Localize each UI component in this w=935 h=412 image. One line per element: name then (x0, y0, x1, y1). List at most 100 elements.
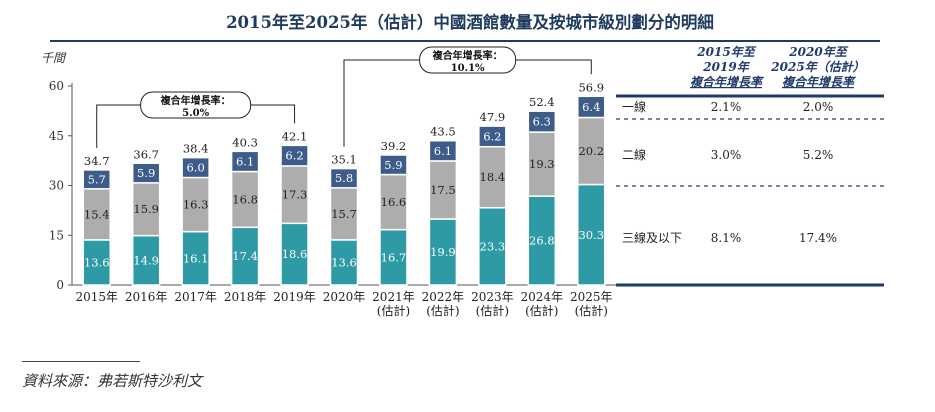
bar-segment (131, 162, 161, 184)
cagr-header: 2025年（估計） (770, 60, 864, 74)
x-tick-label: (估計) (476, 303, 509, 318)
callout-bracket (96, 104, 141, 148)
bar-value-label: 15.7 (331, 207, 357, 221)
bar-value-label: 26.8 (529, 234, 555, 248)
bar-value-label: 15.4 (84, 207, 110, 221)
y-axis-unit: 千間 (41, 51, 67, 65)
bar-value-label: 16.3 (183, 198, 209, 212)
bar-segment (280, 222, 309, 286)
bar-total-label: 38.4 (183, 142, 209, 156)
bar-segment (181, 176, 210, 233)
x-tick-label: 2016年 (125, 290, 168, 304)
bar-value-label: 6.1 (434, 144, 452, 158)
x-tick-label: 2024年 (521, 290, 564, 304)
bar-segment (131, 234, 161, 286)
callout-bracket (515, 59, 592, 75)
bar-segment (527, 110, 557, 133)
bar-segment (527, 195, 557, 286)
bar-value-label: 18.6 (282, 247, 308, 261)
bar-segment (379, 228, 408, 286)
x-tick-label: 2017年 (174, 290, 217, 304)
bar-total-label: 36.7 (133, 147, 159, 161)
y-tick-label: 0 (56, 278, 64, 292)
bar-total-label: 39.2 (381, 139, 407, 153)
y-tick-label: 60 (49, 79, 64, 93)
x-tick-label: (估計) (377, 303, 410, 318)
bar-value-label: 23.3 (480, 239, 506, 253)
bar-segment (577, 95, 606, 119)
bar-segment (181, 230, 210, 286)
bar-total-label: 40.3 (232, 135, 258, 149)
bar-segment (82, 169, 111, 190)
bar-value-label: 17.3 (282, 188, 308, 202)
bar-value-label: 13.6 (331, 255, 357, 269)
x-tick-label: (估計) (426, 303, 459, 318)
x-tick-label: 2019年 (273, 290, 316, 304)
x-tick-label: (估計) (575, 303, 608, 318)
bar-segment (577, 116, 606, 186)
bar-value-label: 14.9 (133, 253, 159, 267)
cagr-header: 2019年 (702, 60, 750, 74)
bar-segment (428, 160, 458, 220)
bar-value-label: 5.7 (88, 172, 106, 186)
bar-value-label: 13.6 (84, 255, 110, 269)
callout-bracket (343, 59, 420, 147)
x-tick-label: 2018年 (224, 290, 267, 304)
bar-total-label: 35.1 (331, 153, 357, 167)
x-tick-label: 2021年 (372, 290, 415, 304)
bar-segment (280, 165, 309, 225)
bar-segment (478, 125, 507, 148)
bar-value-label: 5.8 (335, 171, 353, 185)
y-tick-label: 15 (49, 228, 64, 242)
bar-value-label: 6.2 (285, 149, 303, 163)
x-tick-label: 2015年 (75, 290, 118, 304)
callout-value: 5.0% (182, 108, 209, 119)
bar-segment (230, 150, 260, 173)
cagr-tier-label: 二線 (622, 147, 646, 162)
cagr-tier-label: 一線 (622, 99, 646, 114)
bar-value-label: 6.2 (483, 129, 501, 143)
bar-value-label: 17.5 (430, 183, 456, 197)
cagr-header: 複合年增長率 (690, 75, 764, 89)
callout-box (419, 46, 517, 74)
bar-segment (82, 188, 111, 241)
bar-total-label: 34.7 (84, 154, 110, 168)
bar-value-label: 6.1 (236, 154, 254, 168)
bar-value-label: 5.9 (137, 166, 155, 180)
bar-total-label: 52.4 (529, 95, 555, 109)
callout-value: 10.1% (451, 63, 485, 74)
y-tick-label: 45 (49, 129, 64, 143)
bar-segment (82, 239, 111, 286)
bar-segment (379, 173, 408, 231)
bar-total-label: 43.5 (430, 125, 456, 139)
bar-total-label: 42.1 (282, 129, 308, 143)
bar-value-label: 17.4 (232, 249, 258, 263)
cagr-value: 2.0% (803, 100, 834, 114)
bar-segment (131, 182, 161, 237)
cagr-value: 8.1% (711, 231, 742, 245)
bar-value-label: 30.3 (578, 228, 604, 242)
cagr-value: 5.2% (803, 148, 834, 162)
source-divider (22, 361, 140, 362)
x-tick-label: 2020年 (323, 290, 366, 304)
bar-value-label: 16.8 (232, 192, 258, 206)
bar-segment (230, 170, 260, 229)
bar-segment (478, 206, 507, 286)
cagr-value: 17.4% (799, 231, 837, 245)
bar-value-label: 16.1 (183, 251, 209, 265)
chart-title: 2015年至2025年（估計）中國酒館數量及按城市級別劃分的明細 (226, 12, 714, 32)
callout-label: 複合年增長率： (160, 94, 231, 107)
bar-value-label: 20.2 (578, 144, 604, 158)
x-tick-label: 2023年 (471, 290, 514, 304)
bar-value-label: 19.3 (529, 157, 555, 171)
callout-label: 複合年增長率： (432, 49, 503, 62)
bar-value-label: 6.0 (186, 161, 204, 175)
bar-value-label: 5.9 (384, 158, 402, 172)
bar-total-label: 47.9 (480, 110, 506, 124)
bar-value-label: 6.4 (582, 100, 600, 114)
x-tick-label: 2022年 (422, 290, 465, 304)
callout-bracket (250, 104, 296, 124)
bar-total-label: 56.9 (578, 80, 604, 94)
cagr-header: 複合年增長率 (782, 75, 856, 89)
